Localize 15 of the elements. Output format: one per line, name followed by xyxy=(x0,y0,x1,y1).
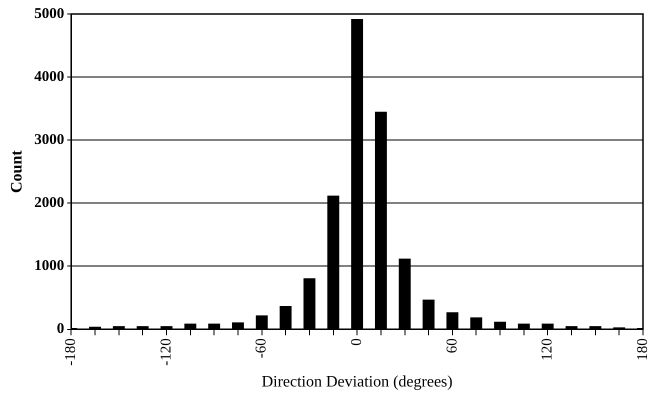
x-tick-label: -120 xyxy=(158,338,174,366)
x-tick-label: 60 xyxy=(444,338,460,354)
x-tick-label: 180 xyxy=(634,338,651,361)
x-tick-label: 120 xyxy=(540,338,556,361)
y-axis-title: Count xyxy=(8,150,26,193)
x-tick-label: -60 xyxy=(254,338,270,358)
y-tick-label: 4000 xyxy=(34,68,64,85)
y-tick-label: 5000 xyxy=(34,6,64,22)
x-tick-label: 0 xyxy=(349,338,366,346)
y-tick-label: 3000 xyxy=(34,132,64,148)
y-tick-label: 1000 xyxy=(34,258,64,274)
y-tick-label: 2000 xyxy=(34,195,64,212)
y-tick-label: 0 xyxy=(56,321,64,338)
x-axis-title: Direction Deviation (degrees) xyxy=(262,374,453,391)
x-tick-label: -180 xyxy=(63,338,80,366)
